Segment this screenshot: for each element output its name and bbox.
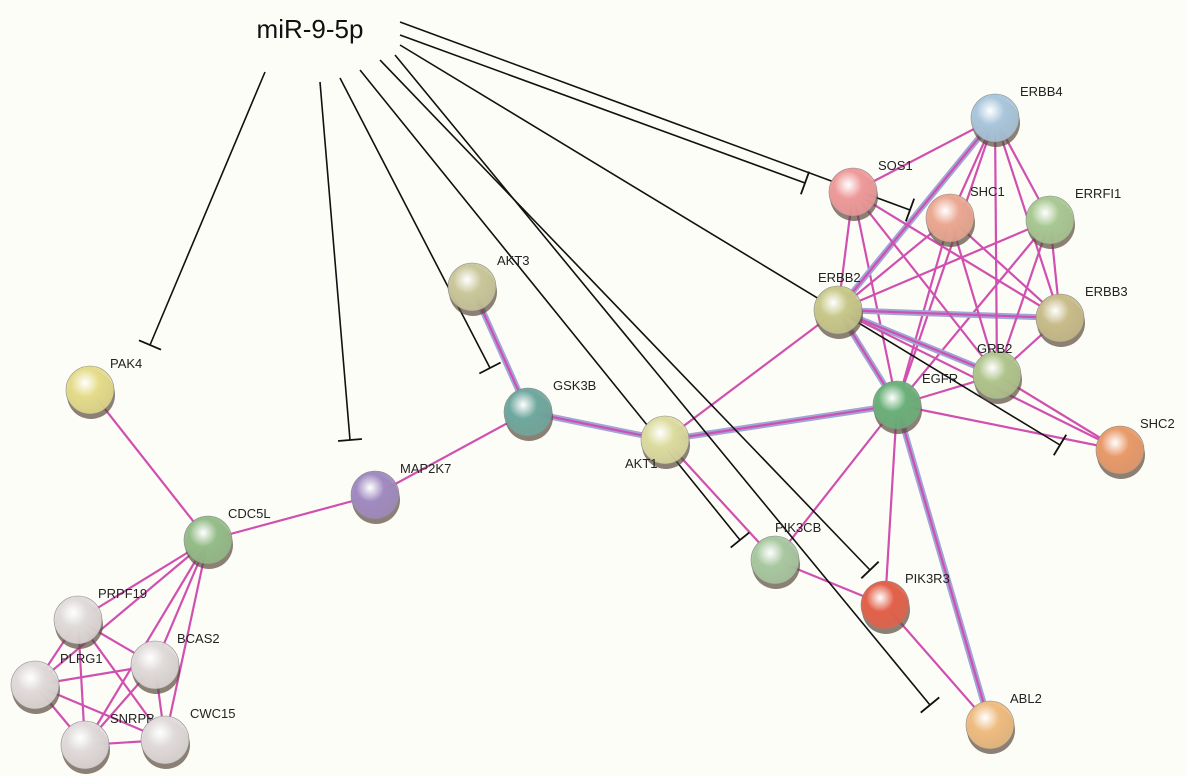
node: [1026, 196, 1074, 244]
edge: [897, 405, 990, 725]
node: [131, 641, 179, 689]
node: [971, 94, 1019, 142]
node-label: ERBB4: [1020, 84, 1063, 99]
node: [751, 536, 799, 584]
node-label: SHC2: [1140, 416, 1175, 431]
node: [973, 351, 1021, 399]
inhibition-bar: [731, 532, 750, 547]
node-label: SHC1: [970, 184, 1005, 199]
nodes: ERBB4 SOS1 SHC1 ERRFI1 AKT3 ERBB2 ERBB3 GRB2 PAK…: [11, 84, 1175, 774]
node-label: PAK4: [110, 356, 142, 371]
inhibition-line: [150, 72, 265, 345]
node-label: MAP2K7: [400, 461, 451, 476]
inhibition-line: [320, 82, 350, 440]
node: [966, 701, 1014, 749]
inhibition-bar: [338, 439, 362, 441]
node: [184, 516, 232, 564]
node-label: PIK3CB: [775, 520, 821, 535]
node-label: EGFR: [922, 371, 958, 386]
node-label: PLRG1: [60, 651, 103, 666]
inhibition-bar: [801, 172, 809, 195]
node: [61, 721, 109, 769]
node-label: ABL2: [1010, 691, 1042, 706]
network: ERBB4 SOS1 SHC1 ERRFI1 AKT3 ERBB2 ERBB3 GRB2 PAK…: [0, 0, 1186, 776]
node: [11, 661, 59, 709]
edge: [90, 390, 208, 540]
node: [1096, 426, 1144, 474]
edge: [995, 118, 997, 375]
edge: [375, 412, 528, 495]
node-label: ERRFI1: [1075, 186, 1121, 201]
node: [1036, 294, 1084, 342]
inhibition-line: [395, 55, 930, 705]
inhibition-line: [380, 60, 870, 570]
node-label: SOS1: [878, 158, 913, 173]
node: [829, 168, 877, 216]
edge: [897, 405, 1120, 450]
node: [448, 263, 496, 311]
node: [141, 716, 189, 764]
node-label: GRB2: [977, 341, 1012, 356]
mirna-label: miR-9-5p: [257, 14, 364, 44]
node-label: GSK3B: [553, 378, 596, 393]
node-label: PIK3R3: [905, 571, 950, 586]
node-label: CWC15: [190, 706, 236, 721]
node-label: PRPF19: [98, 586, 147, 601]
inhibition-line: [400, 45, 1060, 445]
inhibition-bar: [479, 362, 500, 373]
node-label: BCAS2: [177, 631, 220, 646]
node: [54, 596, 102, 644]
node-label: AKT1: [625, 456, 658, 471]
edge: [885, 405, 897, 605]
edge: [775, 405, 897, 560]
inhibition-line: [340, 78, 490, 368]
edge: [665, 405, 897, 440]
node-label: AKT3: [497, 253, 530, 268]
inhibition-bar: [921, 697, 940, 712]
node-label: CDC5L: [228, 506, 271, 521]
node: [66, 366, 114, 414]
inhibition-line: [400, 35, 805, 183]
node: [861, 581, 909, 629]
node-label: ERBB3: [1085, 284, 1128, 299]
node: [814, 286, 862, 334]
node: [504, 388, 552, 436]
inhibition-bar: [139, 340, 161, 349]
node: [873, 381, 921, 429]
node: [926, 194, 974, 242]
node-label: ERBB2: [818, 270, 861, 285]
node: [351, 471, 399, 519]
